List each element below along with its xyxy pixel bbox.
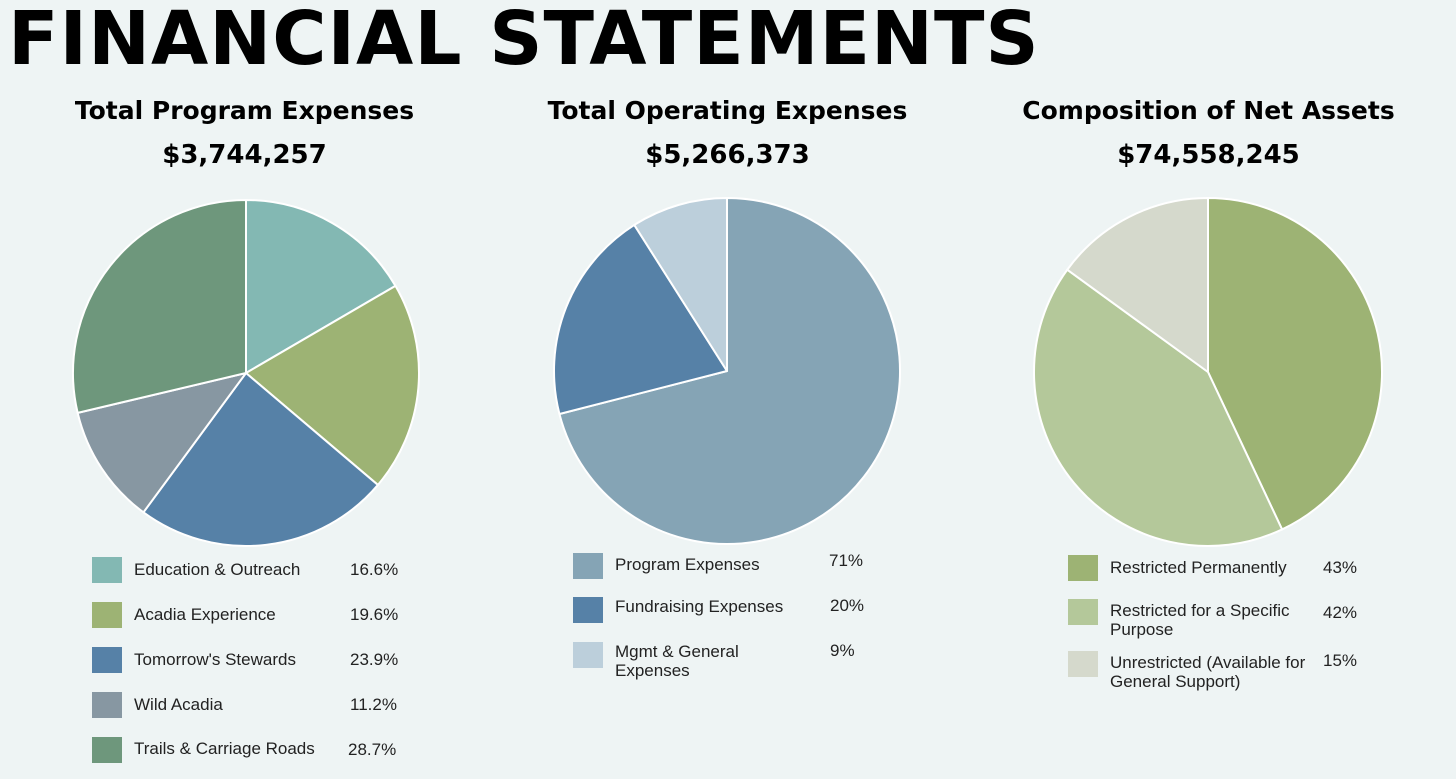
pie-slice-wild-acadia [76, 372, 247, 514]
legend-label: Program Expenses [615, 555, 760, 574]
pie-slice-trails-carriage-roads [72, 199, 247, 414]
pie-slice-restricted-for-a-specific-purpose [1033, 268, 1284, 548]
legend-value: 19.6% [350, 605, 399, 624]
legend-swatch [1068, 555, 1098, 581]
chart-total: $5,266,373 [645, 140, 810, 170]
legend-label: Trails & Carriage Roads [134, 739, 315, 758]
chart-total: $3,744,257 [162, 140, 327, 170]
pie-slice-program-expenses [558, 197, 902, 545]
program-expenses-pie [72, 199, 420, 547]
legend-label: Education & Outreach [134, 560, 301, 579]
pie-slice-unrestricted-available-for-general-support [1066, 197, 1209, 373]
legend-label: Mgmt & General Expenses [615, 642, 739, 680]
legend-value: 11.2% [350, 695, 397, 714]
legend-label: Unrestricted (Available for General Supp… [1110, 653, 1306, 691]
legend-label: Acadia Experience [134, 605, 276, 624]
net-assets-pie [1033, 197, 1384, 548]
legend-label: Restricted Permanently [1110, 558, 1287, 577]
chart-title: Composition of Net Assets [1022, 96, 1395, 125]
chart-title: Total Program Expenses [74, 96, 415, 125]
pie-slice-acadia-experience [245, 284, 420, 486]
legend-swatch [92, 647, 122, 673]
legend-swatch [1068, 651, 1098, 677]
legend-value: 9% [830, 641, 855, 660]
legend-value: 23.9% [350, 650, 399, 669]
chart-total: $74,558,245 [1117, 140, 1300, 170]
operating-expenses-pie [553, 197, 902, 545]
legend-swatch [92, 602, 122, 628]
legend-swatch [573, 642, 603, 668]
program-expenses-panel: Total Program Expenses $3,744,257 Educat… [2, 0, 487, 779]
legend-swatch [92, 737, 122, 763]
chart-title: Total Operating Expenses [547, 96, 908, 125]
legend-swatch [573, 553, 603, 579]
legend-label: Fundraising Expenses [615, 597, 784, 616]
legend-swatch [573, 597, 603, 623]
net-assets-panel: Composition of Net Assets $74,558,245 Re… [966, 0, 1451, 779]
page-title: FINANCIAL STATEMENTS [8, 0, 1040, 82]
legend-label: Tomorrow's Stewards [134, 650, 296, 669]
legend-swatch [92, 557, 122, 583]
operating-expenses-panel: Total Operating Expenses $5,266,373 Prog… [485, 0, 970, 779]
legend-value: 20% [830, 596, 865, 615]
pie-slice-mgmt-general-expenses [633, 197, 728, 372]
pie-slice-education-outreach [245, 199, 397, 374]
legend-label: Wild Acadia [134, 695, 223, 714]
legend-value: 43% [1323, 558, 1358, 577]
legend-label: Restricted for a Specific Purpose [1110, 601, 1290, 639]
legend-value: 15% [1323, 651, 1358, 670]
legend-value: 71% [829, 551, 864, 570]
legend-swatch [1068, 599, 1098, 625]
pie-slice-restricted-permanently [1207, 197, 1384, 531]
pie-slice-tomorrow-s-stewards [142, 372, 379, 547]
legend-value: 42% [1323, 603, 1358, 622]
legend-value: 16.6% [350, 560, 399, 579]
legend-value: 28.7% [348, 740, 397, 759]
pie-slice-fundraising-expenses [553, 223, 728, 416]
legend-swatch [92, 692, 122, 718]
